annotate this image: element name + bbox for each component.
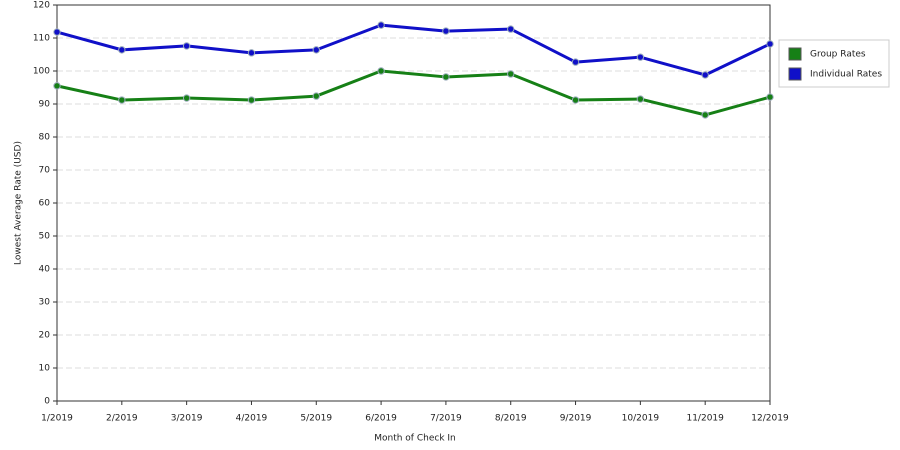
y-axis-label: Lowest Average Rate (USD)	[14, 141, 24, 265]
data-point	[247, 96, 256, 104]
data-point	[701, 111, 709, 119]
x-tick-label: 1/2019	[41, 414, 73, 424]
y-tick-label: 120	[33, 1, 50, 11]
x-tick-label: 10/2019	[622, 414, 660, 424]
series-line	[56, 69, 771, 117]
y-tick-label: 10	[39, 364, 51, 374]
y-tick-label: 90	[39, 100, 51, 110]
y-tick-label: 50	[39, 232, 51, 242]
plot-frame	[56, 4, 771, 402]
data-point	[247, 49, 256, 57]
y-tick-label: 40	[39, 265, 51, 275]
data-point	[766, 40, 774, 48]
legend-swatch	[788, 47, 802, 61]
y-tick-label: 100	[33, 67, 50, 77]
series-line	[56, 23, 771, 77]
data-point	[53, 28, 61, 36]
x-axis-label: Month of Check In	[374, 434, 456, 444]
data-point	[182, 42, 191, 50]
data-point	[312, 46, 320, 54]
data-point	[571, 58, 580, 66]
data-point	[636, 95, 645, 103]
data-point	[118, 46, 126, 54]
x-tick-label: 3/2019	[171, 414, 203, 424]
data-point	[636, 53, 645, 61]
data-point	[442, 73, 450, 81]
data-point	[53, 82, 61, 90]
y-tick-label: 60	[39, 199, 51, 209]
y-tick-label: 70	[39, 166, 51, 176]
data-point	[377, 67, 385, 75]
y-tick-label: 80	[39, 133, 51, 143]
data-point	[442, 27, 450, 35]
x-tick-label: 5/2019	[300, 414, 332, 424]
legend-label: Individual Rates	[810, 70, 882, 80]
legend-label: Group Rates	[810, 50, 866, 60]
y-tick-label: 0	[44, 397, 50, 407]
x-tick-label: 9/2019	[560, 414, 592, 424]
x-tick-label: 7/2019	[430, 414, 462, 424]
x-tick-label: 11/2019	[686, 414, 724, 424]
data-point	[118, 96, 126, 104]
x-tick-label: 2/2019	[106, 414, 138, 424]
data-point	[507, 70, 515, 78]
data-point	[507, 25, 515, 33]
x-tick-label: 6/2019	[365, 414, 397, 424]
data-point	[766, 93, 774, 101]
y-tick-label: 20	[39, 331, 51, 341]
legend: Group Rates Individual Rates	[778, 39, 890, 88]
y-tick-label: 30	[39, 298, 51, 308]
data-point	[312, 92, 320, 100]
data-point	[571, 96, 580, 104]
data-point	[701, 71, 709, 79]
legend-swatch	[788, 67, 802, 81]
x-tick-label: 4/2019	[236, 414, 268, 424]
data-point	[377, 21, 385, 29]
x-tick-label: 8/2019	[495, 414, 527, 424]
y-tick-label: 110	[33, 34, 50, 44]
x-tick-label: 12/2019	[751, 414, 789, 424]
data-point	[182, 94, 191, 102]
